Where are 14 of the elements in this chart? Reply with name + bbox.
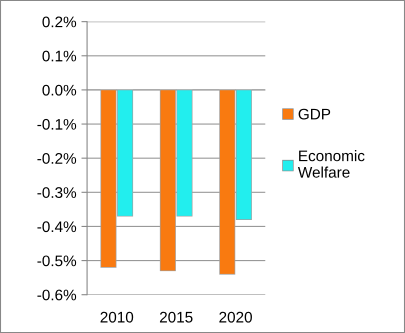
x-tick-label: 2015 xyxy=(160,312,193,323)
y-tick-label: 0.1% xyxy=(42,50,76,62)
y-tick-label: -0.4% xyxy=(37,221,76,232)
legend-label: Economic Welfare xyxy=(298,150,365,178)
y-tick-label: -0.5% xyxy=(37,255,76,266)
y-tick-label: -0.1% xyxy=(37,118,76,130)
y-tick-label: -0.6% xyxy=(37,290,76,300)
legend-label: GDP xyxy=(298,108,330,120)
y-tick-label: 0.2% xyxy=(42,16,76,28)
y-tick-label: -0.2% xyxy=(37,153,76,164)
x-tick-label: 2020 xyxy=(219,312,252,323)
x-tick-label: 2010 xyxy=(100,312,134,323)
y-tick-label: -0.3% xyxy=(37,187,76,198)
y-tick-label: 0.0% xyxy=(42,84,76,96)
